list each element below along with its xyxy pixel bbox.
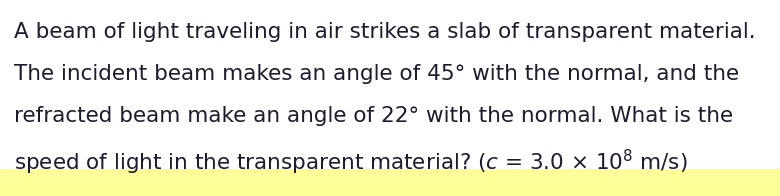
- Text: A beam of light traveling in air strikes a slab of transparent material.: A beam of light traveling in air strikes…: [14, 22, 756, 42]
- Text: refracted beam make an angle of 22° with the normal. What is the: refracted beam make an angle of 22° with…: [14, 106, 733, 126]
- Bar: [0, 169, 780, 196]
- Text: speed of light in the transparent material? ($c$ = 3.0 $\times$ 10$^{8}$ m/s): speed of light in the transparent materi…: [14, 148, 688, 177]
- Text: The incident beam makes an angle of 45° with the normal, and the: The incident beam makes an angle of 45° …: [14, 64, 739, 84]
